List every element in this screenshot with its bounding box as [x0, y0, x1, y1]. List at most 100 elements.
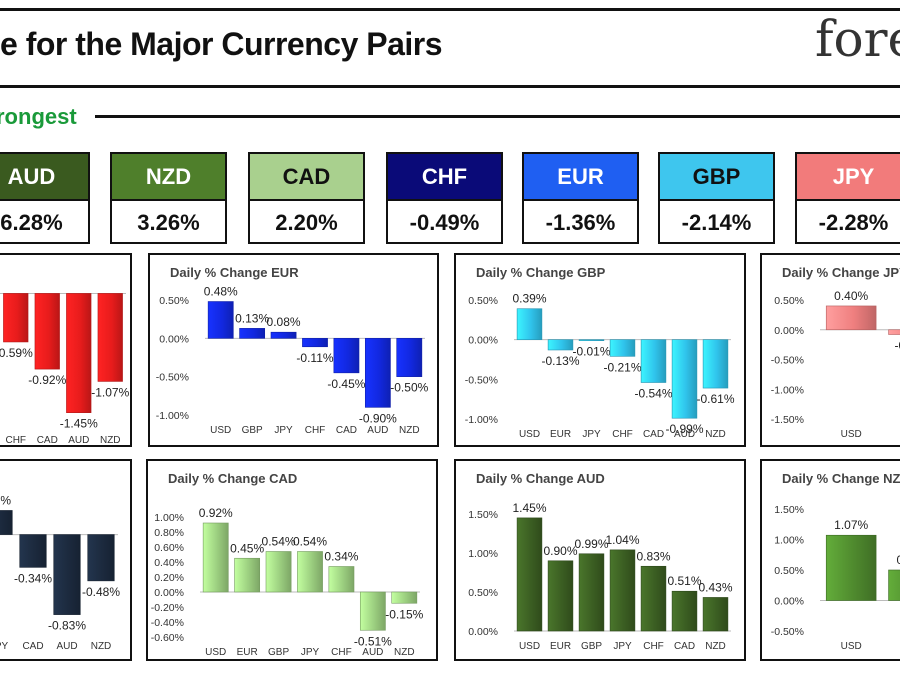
y-tick-label: 0.80%: [154, 527, 184, 539]
data-label: -0.08%: [894, 339, 900, 353]
bar: [702, 339, 729, 389]
data-label: -0.15%: [385, 607, 423, 621]
x-tick-label: AUD: [674, 429, 695, 440]
x-tick-label: EUR: [550, 641, 571, 652]
chart-panel-eur: Daily % Change EUR 0.50% 0.00% -0.50% -1.00%…: [148, 253, 439, 447]
bar: [66, 293, 92, 413]
data-label: -0.83%: [48, 619, 86, 633]
bar: [609, 549, 636, 632]
bar: [234, 557, 261, 593]
data-label: 25%: [0, 493, 11, 507]
y-tick-label: -1.00%: [465, 414, 498, 426]
chart-panel-jpy: Daily % Change JPY 0.50% 0.00% -0.50% -1.00%…: [760, 253, 900, 447]
bar: [19, 534, 47, 568]
data-label: 0.99%: [574, 537, 608, 551]
x-tick-label: AUD: [56, 641, 77, 652]
bar: [609, 339, 636, 357]
bar: [53, 534, 81, 615]
data-label: 0.34%: [324, 550, 358, 564]
data-label: 0.45%: [230, 541, 264, 555]
x-tick-label: JPY: [0, 641, 8, 652]
chart-eur: Daily % Change EUR 0.50% 0.00% -0.50% -1.00%…: [156, 265, 429, 436]
data-label: -0.50%: [390, 381, 428, 395]
y-tick-label: -0.50%: [771, 355, 804, 367]
data-label: -0.48%: [82, 585, 120, 599]
chart-cad: Daily % Change CAD 1.00% 0.80% 0.60% 0.40% 0.…: [151, 471, 424, 658]
x-tick-label: EUR: [237, 647, 258, 658]
x-tick-label: CAD: [674, 641, 695, 652]
tile-value: 6.28%: [0, 210, 63, 235]
bar: [888, 329, 900, 335]
y-tick-label: 1.50%: [774, 504, 804, 516]
data-label: -0.90%: [359, 411, 397, 425]
x-tick-label: USD: [841, 429, 862, 440]
bar: [396, 338, 423, 377]
data-label: 0.40%: [834, 289, 868, 303]
tile-code: CHF: [388, 154, 501, 201]
bar: [97, 293, 123, 382]
x-tick-label: GBP: [268, 647, 289, 658]
x-tick-label: AUD: [68, 435, 89, 446]
data-label: -0.51%: [354, 634, 392, 648]
data-label: -0.99%: [665, 422, 703, 436]
y-tick-label: 0.40%: [154, 557, 184, 569]
y-tick-label: 0.50%: [774, 565, 804, 577]
chart-jpy: Daily % Change JPY 0.50% 0.00% -0.50% -1.00%…: [771, 265, 900, 440]
strongest-label: rongest: [0, 104, 77, 129]
chart-panel-aud: Daily % Change AUD 1.50% 1.00% 0.50% 0.00% 1.…: [454, 459, 746, 661]
chart-title: Daily % Change AUD: [476, 471, 605, 486]
y-tick-label: -0.60%: [151, 632, 184, 644]
x-tick-label: CHF: [643, 641, 664, 652]
x-tick-label: NZD: [705, 429, 726, 440]
y-tick-label: -1.50%: [771, 414, 804, 426]
y-tick-label: -1.00%: [156, 410, 189, 422]
chart-nzd: Daily % Change NZD 1.50% 1.00% 0.50% 0.00% -0…: [771, 471, 900, 652]
data-label: 0.92%: [199, 506, 233, 520]
x-tick-label: USD: [841, 641, 862, 652]
bar: [265, 551, 292, 593]
y-tick-label: 1.50%: [468, 509, 498, 521]
data-label: -0.92%: [28, 373, 66, 387]
tile-cad: CAD 2.20%: [248, 152, 365, 244]
data-label: -1.07%: [91, 385, 129, 399]
strength-axis-rule: [95, 115, 900, 118]
data-label: 1.07%: [834, 518, 868, 532]
tile-value: -2.14%: [681, 210, 752, 235]
x-tick-label: CAD: [643, 429, 664, 440]
title-bar: [0, 8, 900, 88]
data-label: 0.54%: [293, 535, 327, 549]
data-label: 1.04%: [605, 533, 639, 547]
bar: [640, 565, 667, 632]
tile-value: -0.49%: [409, 210, 480, 235]
x-tick-label: NZD: [705, 641, 726, 652]
x-tick-label: EUR: [550, 429, 571, 440]
y-tick-label: 0.00%: [468, 626, 498, 638]
y-tick-label: -0.20%: [151, 602, 184, 614]
chart-panel-usd-partial: 0.59% CHF -0.92% CAD -1.45% AUD -1.07% NZD: [0, 253, 132, 447]
bar: [359, 591, 386, 631]
forexlive-logo: fore: [815, 10, 900, 68]
data-label: -0.11%: [296, 351, 333, 365]
chart-title: Daily % Change JPY: [782, 265, 900, 280]
tile-nzd: NZD 3.26%: [110, 152, 227, 244]
bar: [391, 591, 418, 604]
bar: [34, 293, 60, 370]
x-tick-label: CHF: [612, 429, 633, 440]
y-tick-label: 0.00%: [159, 333, 189, 345]
x-tick-label: GBP: [581, 641, 602, 652]
y-tick-label: 0.50%: [159, 295, 189, 307]
x-tick-label: NZD: [394, 647, 415, 658]
chart-panel-gbp: Daily % Change GBP 0.50% 0.00% -0.50% -1.00%…: [454, 253, 746, 447]
y-tick-label: -0.50%: [771, 626, 804, 638]
data-label: 0.50%: [896, 553, 900, 567]
bar: [825, 534, 877, 601]
bar: [671, 339, 698, 419]
bar: [328, 566, 355, 593]
y-tick-label: 1.00%: [774, 535, 804, 547]
x-tick-label: AUD: [367, 425, 388, 436]
data-label: 0.51%: [667, 574, 701, 588]
x-tick-label: CHF: [331, 647, 352, 658]
chart-panel-cad: Daily % Change CAD 1.00% 0.80% 0.60% 0.40% 0.…: [146, 459, 438, 661]
y-tick-label: -1.00%: [771, 384, 804, 396]
bar: [202, 522, 229, 593]
